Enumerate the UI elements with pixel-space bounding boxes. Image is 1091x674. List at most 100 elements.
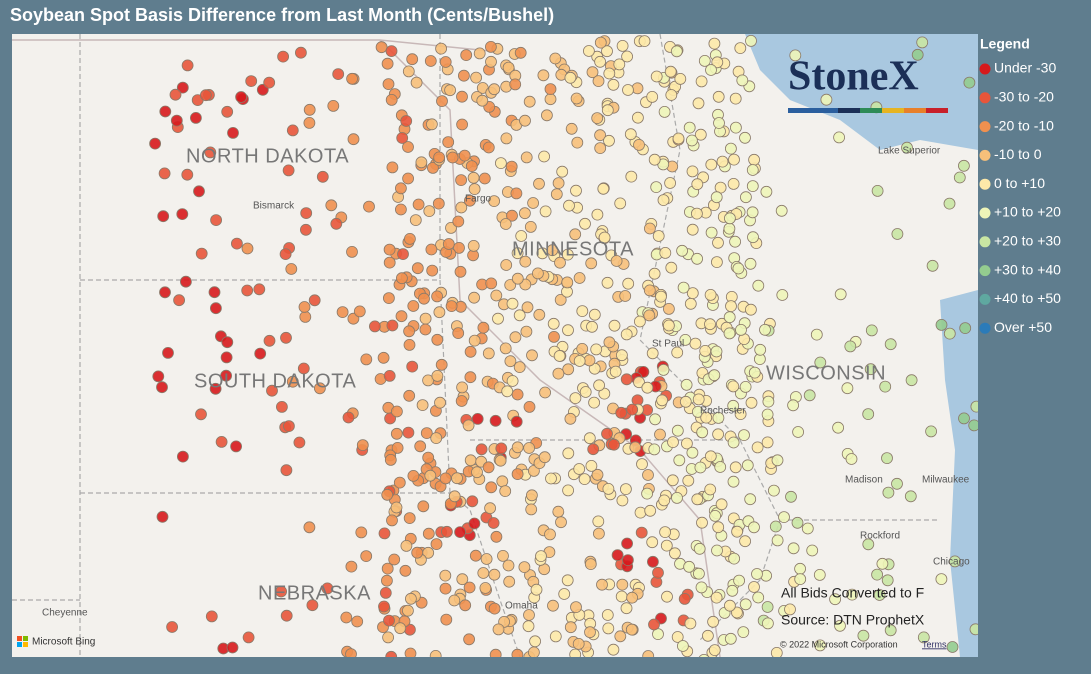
location-dot: [462, 419, 475, 432]
location-dot: [457, 69, 470, 82]
location-dot: [578, 473, 591, 486]
location-dot: [482, 347, 495, 360]
location-dot: [521, 301, 534, 314]
note: Source: DTN ProphetX: [781, 612, 925, 628]
location-dot: [569, 648, 582, 657]
location-dot: [377, 351, 390, 364]
location-dot: [419, 323, 432, 336]
location-dot: [712, 411, 725, 424]
location-dot: [634, 315, 646, 328]
location-dot: [691, 178, 704, 191]
location-dot: [752, 591, 765, 604]
location-dot: [710, 191, 723, 204]
location-dot: [713, 117, 725, 129]
location-dot: [562, 363, 575, 376]
location-dot: [584, 626, 596, 639]
state-label: MINNESOTA: [512, 238, 634, 260]
location-dot: [221, 105, 234, 118]
location-dot: [544, 93, 557, 106]
location-dot: [646, 91, 659, 103]
location-dot: [739, 535, 751, 548]
location-dot: [452, 327, 465, 340]
location-dot: [935, 573, 948, 585]
location-dot: [176, 450, 189, 463]
location-dot: [649, 413, 661, 426]
location-dot: [402, 172, 415, 185]
location-dot: [299, 310, 312, 323]
legend-label: +30 to +40: [994, 261, 1061, 277]
location-dot: [871, 184, 884, 197]
state-label: NORTH DAKOTA: [186, 145, 349, 167]
legend-title: Legend: [980, 36, 1030, 52]
location-dot: [648, 153, 661, 166]
location-dot: [321, 582, 334, 595]
location-dot: [436, 95, 448, 107]
location-dot: [416, 399, 429, 412]
location-dot: [527, 197, 539, 209]
location-dot: [460, 49, 473, 61]
location-dot: [400, 540, 413, 552]
location-dot: [664, 65, 677, 78]
location-dot: [659, 526, 671, 538]
location-dot: [353, 305, 366, 318]
location-dot: [419, 312, 432, 325]
location-dot: [435, 358, 448, 371]
location-dot: [565, 122, 578, 135]
location-dot: [426, 264, 439, 277]
location-dot: [325, 199, 338, 212]
location-dot: [530, 583, 543, 596]
location-dot: [562, 484, 574, 497]
location-dot: [739, 131, 751, 144]
location-dot: [316, 170, 329, 183]
location-dot: [336, 306, 349, 319]
location-dot: [347, 133, 360, 146]
location-dot: [710, 345, 723, 358]
location-dot: [601, 45, 613, 58]
legend-swatch: [979, 322, 991, 334]
location-dot: [514, 46, 527, 59]
location-dot: [173, 294, 186, 307]
location-dot: [724, 599, 736, 612]
location-dot: [395, 272, 408, 285]
location-dot: [592, 515, 605, 528]
location-dot: [360, 550, 373, 562]
location-dot: [176, 81, 189, 94]
location-dot: [694, 461, 707, 474]
location-dot: [591, 208, 604, 221]
location-dot: [403, 325, 416, 338]
location-dot: [648, 443, 661, 456]
location-dot: [751, 441, 764, 454]
terms-link[interactable]: Terms: [922, 639, 947, 649]
location-dot: [663, 319, 675, 332]
location-dot: [195, 408, 207, 421]
location-dot: [608, 438, 620, 451]
location-dot: [736, 74, 749, 87]
location-dot: [327, 100, 340, 112]
location-dot: [463, 633, 476, 646]
location-dot: [513, 361, 526, 374]
location-dot: [477, 567, 490, 579]
location-dot: [658, 494, 671, 507]
location-dot: [646, 536, 659, 549]
location-dot: [598, 231, 611, 244]
location-dot: [761, 436, 774, 449]
location-dot: [459, 599, 472, 612]
location-dot: [590, 343, 603, 356]
location-dot: [230, 440, 243, 453]
location-dot: [463, 581, 476, 594]
copyright: © 2022 Microsoft Corporation: [780, 639, 898, 649]
location-dot: [425, 118, 438, 131]
location-dot: [552, 177, 565, 190]
location-dot: [864, 363, 877, 376]
location-dot: [650, 70, 663, 83]
location-dot: [693, 567, 705, 580]
location-dot: [555, 516, 567, 529]
location-dot: [884, 624, 897, 637]
location-dot: [601, 609, 614, 621]
location-dot: [748, 581, 760, 593]
location-dot: [725, 142, 737, 155]
location-dot: [603, 67, 616, 80]
location-dot: [523, 400, 536, 413]
place-label: Omaha: [505, 601, 538, 612]
